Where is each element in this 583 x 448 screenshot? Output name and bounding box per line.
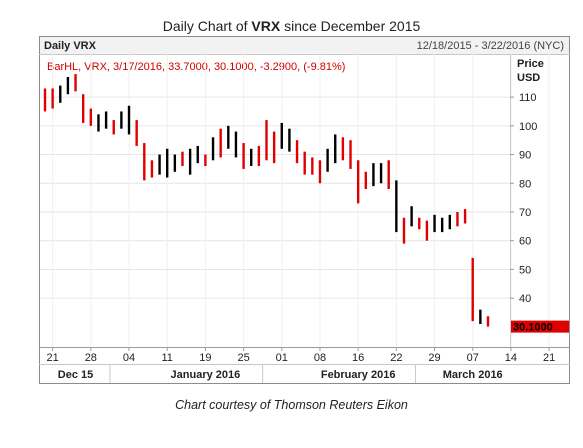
y-tick-label: 110 <box>519 92 537 104</box>
y-tick-label: 70 <box>519 207 531 219</box>
x-tick-label: 19 <box>199 352 211 364</box>
symbol-label: Daily VRX <box>44 40 97 52</box>
x-tick-label: 25 <box>237 352 249 364</box>
y-tick-label: 40 <box>519 293 531 305</box>
last-price-tag-bg <box>511 320 569 333</box>
y-tick-label: 50 <box>519 264 531 276</box>
x-tick-label: 22 <box>390 352 402 364</box>
info-line: BarHL, VRX, 3/17/2016, 33.7000, 30.1000,… <box>47 61 345 73</box>
date-range: 12/18/2015 - 3/22/2016 (NYC) <box>417 40 564 52</box>
month-label: February 2016 <box>321 369 396 381</box>
x-tick-label: 14 <box>505 352 517 364</box>
header-strip <box>40 37 569 54</box>
y-axis-title-line1: Price <box>517 58 544 70</box>
y-tick-labels: 40 50 60 70 80 90 100 110 <box>510 92 537 305</box>
month-label: Dec 15 <box>58 369 93 381</box>
x-tick-label: 01 <box>276 352 288 364</box>
x-tick-label: 11 <box>161 352 172 364</box>
x-tick-label: 28 <box>85 352 97 364</box>
title-ticker: VRX <box>251 18 281 34</box>
month-label: March 2016 <box>443 369 503 381</box>
x-tick-label: 21 <box>543 352 555 364</box>
last-price-value: 30.1000 <box>513 322 553 334</box>
price-bars <box>43 74 490 327</box>
panel-border <box>39 36 570 384</box>
y-tick-label: 80 <box>519 178 531 190</box>
month-label: January 2016 <box>171 369 241 381</box>
chart-title: Daily Chart of VRX since December 2015 <box>0 18 583 34</box>
y-tick-label: 60 <box>519 236 531 248</box>
y-axis-title: Price USD <box>517 58 547 84</box>
x-tick-label: 16 <box>352 352 364 364</box>
chart-panel: Daily VRX 12/18/2015 - 3/22/2016 (NYC) B… <box>39 36 570 384</box>
title-prefix: Daily Chart of <box>162 18 252 34</box>
price-chart: Daily VRX 12/18/2015 - 3/22/2016 (NYC) B… <box>39 36 570 384</box>
x-tick-label: 29 <box>428 352 440 364</box>
last-price-tag: 30.1000 <box>511 320 569 334</box>
title-suffix: since December 2015 <box>280 18 421 34</box>
y-tick-label: 100 <box>519 121 537 133</box>
x-tick-label: 08 <box>314 352 326 364</box>
x-tick-label: 21 <box>47 352 59 364</box>
x-tick-label: 07 <box>467 352 479 364</box>
y-axis-title-line2: USD <box>517 72 540 84</box>
chart-caption: Chart courtesy of Thomson Reuters Eikon <box>175 398 408 412</box>
x-tick-labels: 21 28 04 11 19 25 01 08 16 22 29 07 14 21 <box>47 347 555 364</box>
y-tick-label: 90 <box>519 150 531 162</box>
x-tick-label: 04 <box>123 352 135 364</box>
month-labels: Dec 15 January 2016 February 2016 March 201… <box>58 365 503 383</box>
